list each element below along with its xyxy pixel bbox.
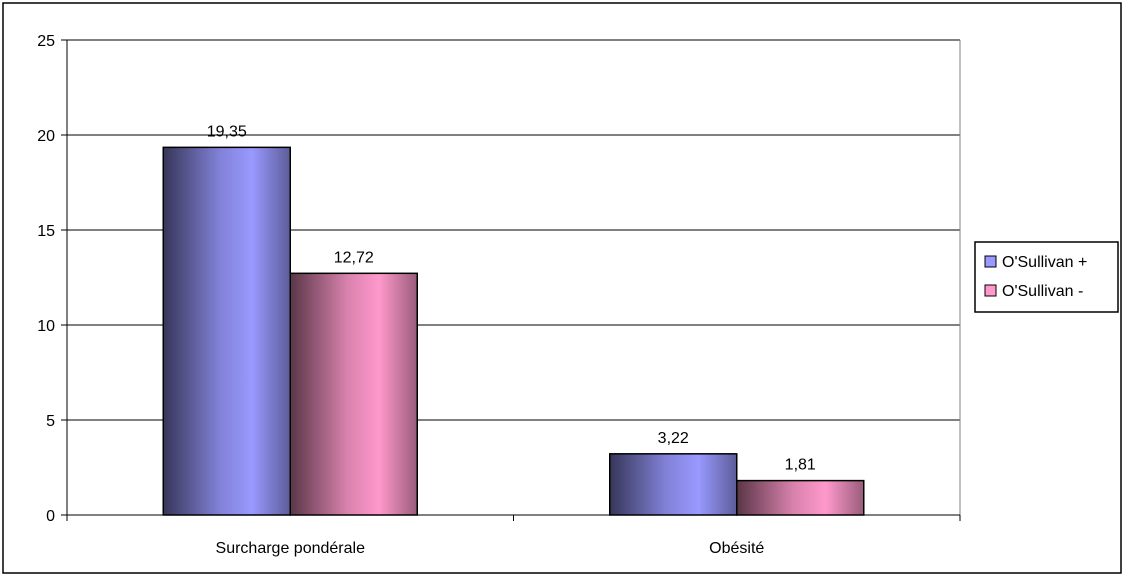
legend-box [974, 241, 1119, 313]
legend: O'Sullivan + O'Sullivan - [974, 241, 1119, 313]
legend-swatch [984, 255, 997, 268]
y-tick-label: 20 [37, 128, 55, 145]
bar [289, 272, 418, 516]
data-label: 1,81 [785, 457, 816, 474]
data-labels: 19,35 12,72 3,22 1,81 [207, 123, 816, 473]
bar [162, 146, 291, 516]
x-category-label: Obésité [709, 540, 764, 557]
legend-label: O'Sullivan - [1002, 283, 1083, 300]
y-tick-label: 15 [37, 223, 55, 240]
legend-swatch [984, 284, 997, 297]
data-label: 19,35 [207, 123, 247, 140]
axes: 0 5 10 15 20 25 Surcharge pondérale Obésité [37, 33, 961, 557]
bars [162, 146, 865, 516]
x-category-label: Surcharge pondérale [216, 540, 366, 557]
y-tick-label: 25 [37, 33, 55, 50]
data-label: 12,72 [334, 249, 374, 266]
data-label: 3,22 [658, 430, 689, 447]
legend-label: O'Sullivan + [1002, 254, 1087, 271]
bar [609, 453, 738, 516]
y-tick-label: 10 [37, 318, 55, 335]
y-tick-label: 5 [46, 413, 55, 430]
y-tick-label: 0 [46, 508, 55, 525]
bar [736, 479, 865, 516]
